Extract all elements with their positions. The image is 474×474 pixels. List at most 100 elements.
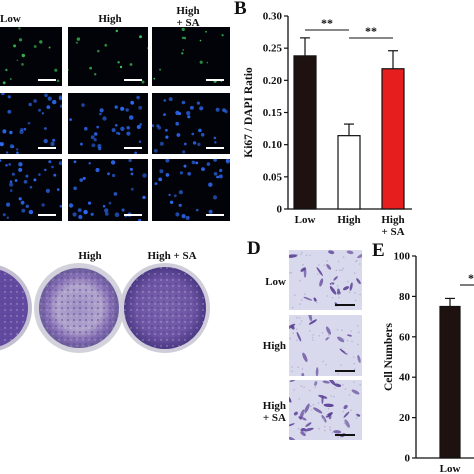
- nucleus: [115, 124, 118, 127]
- cell: [343, 404, 348, 410]
- nucleus: [139, 35, 142, 39]
- membrane-pore: [312, 339, 314, 341]
- fluorescence-cells: [2, 27, 60, 85]
- y-tick-label: 0.20: [263, 75, 283, 87]
- panel-c-label-high: High: [78, 250, 102, 262]
- membrane-pore: [294, 294, 296, 296]
- cell: [323, 403, 334, 408]
- nucleus: [5, 164, 8, 167]
- nucleus: [120, 126, 125, 131]
- nucleus: [9, 189, 13, 192]
- membrane-pore: [310, 405, 312, 408]
- membrane-pore: [297, 427, 300, 430]
- membrane-pore: [301, 251, 303, 254]
- fluorescence-image: [152, 27, 230, 86]
- cell: [299, 409, 305, 420]
- nucleus: [83, 209, 88, 215]
- membrane-pore: [321, 332, 324, 334]
- nucleus: [136, 95, 140, 100]
- nucleus: [206, 162, 211, 166]
- membrane-pore: [333, 395, 335, 398]
- nucleus: [199, 106, 204, 111]
- cell: [333, 430, 342, 434]
- nucleus: [8, 163, 11, 166]
- y-tick-label: 0: [405, 453, 411, 465]
- cell: [347, 334, 352, 337]
- y-tick-label: 100: [394, 251, 411, 263]
- nucleus: [213, 136, 217, 140]
- nucleus: [51, 165, 54, 169]
- membrane-pore: [296, 316, 298, 319]
- nucleus: [96, 125, 100, 129]
- cell: [313, 297, 317, 302]
- fluorescence-cells: [154, 159, 230, 220]
- membrane-pore: [318, 428, 320, 430]
- nucleus: [90, 212, 94, 216]
- nucleus: [169, 200, 174, 204]
- nucleus: [14, 179, 18, 182]
- nucleus: [128, 115, 134, 120]
- panel-c-label-high-sa: High + SA: [147, 250, 197, 262]
- cell: [328, 380, 336, 386]
- nucleus: [47, 96, 52, 101]
- y-tick-label: 40: [399, 372, 411, 384]
- nucleus: [84, 126, 88, 131]
- nucleus: [206, 61, 209, 64]
- membrane-pore: [346, 353, 348, 356]
- membrane-pore: [344, 388, 347, 390]
- scale-bar: [38, 79, 56, 81]
- nucleus: [195, 161, 199, 165]
- membrane-pore: [316, 301, 318, 304]
- nucleus: [187, 115, 191, 119]
- membrane-pore: [342, 267, 345, 270]
- category-label: High: [381, 214, 404, 226]
- scale-bar: [124, 147, 142, 149]
- significance-label: **: [365, 24, 377, 38]
- nucleus: [155, 182, 158, 185]
- nucleus: [219, 168, 223, 173]
- nucleus: [87, 201, 92, 205]
- membrane-pore: [326, 414, 328, 417]
- transwell-image: [289, 315, 362, 376]
- scale-bar: [38, 147, 56, 149]
- y-tick-label: 60: [399, 331, 411, 343]
- nucleus: [212, 195, 218, 200]
- nucleus: [138, 105, 143, 110]
- nucleus: [25, 174, 29, 178]
- nucleus: [114, 212, 120, 217]
- nucleus: [134, 151, 138, 154]
- nucleus: [138, 140, 142, 143]
- fluorescence-image: [0, 159, 62, 221]
- nucleus: [173, 194, 177, 198]
- nucleus: [39, 40, 43, 44]
- nucleus: [213, 172, 218, 176]
- nucleus: [214, 141, 217, 144]
- membrane-pore: [305, 254, 308, 257]
- membrane-pore: [359, 263, 361, 265]
- nucleus: [81, 103, 85, 107]
- cell: [319, 278, 324, 287]
- fluorescence-image: [68, 93, 148, 154]
- membrane-pore: [291, 366, 293, 368]
- nucleus: [9, 78, 12, 80]
- nucleus: [107, 172, 110, 176]
- category-label: Low: [440, 463, 461, 474]
- cell: [300, 431, 306, 437]
- membrane-pore: [312, 403, 315, 406]
- nucleus: [78, 214, 83, 220]
- nucleus: [50, 141, 55, 147]
- nucleus: [54, 68, 58, 72]
- nucleus: [28, 102, 32, 107]
- membrane-pore: [351, 340, 353, 343]
- nucleus: [196, 101, 200, 105]
- membrane-pore: [301, 368, 304, 370]
- membrane-pore: [329, 429, 332, 431]
- bar: [381, 68, 405, 210]
- nucleus: [181, 214, 186, 219]
- nucleus: [102, 204, 106, 208]
- dish-high-sa: [120, 263, 210, 353]
- fluorescence-cells: [0, 93, 62, 154]
- migrated-cells: [289, 315, 361, 376]
- nucleus: [181, 36, 185, 39]
- cell: [301, 372, 305, 376]
